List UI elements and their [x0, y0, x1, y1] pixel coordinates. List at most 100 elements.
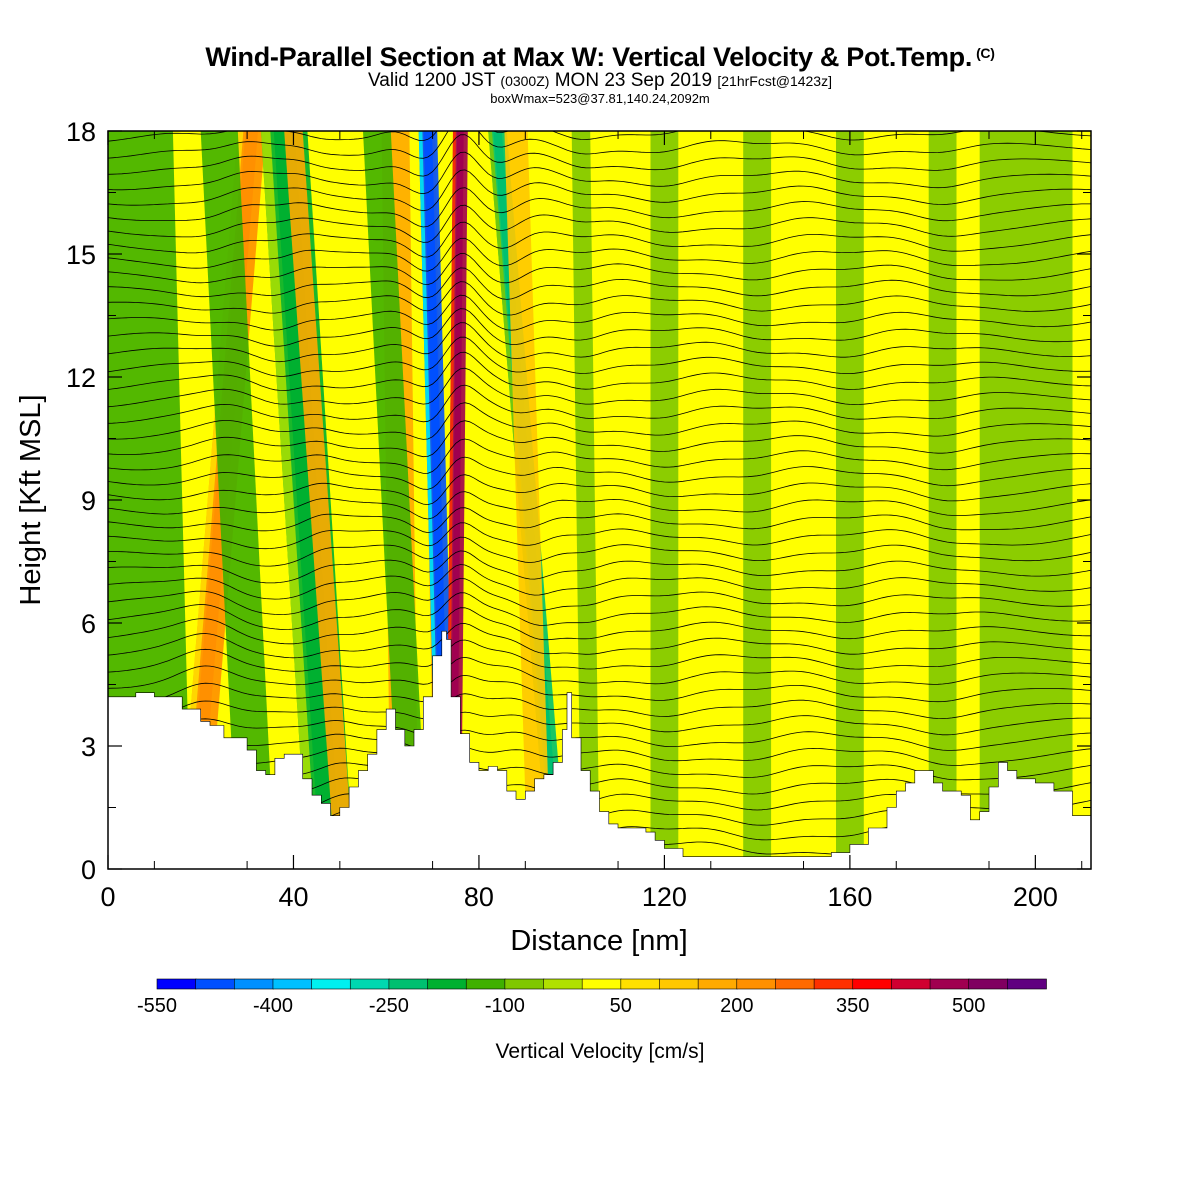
y-axis-label: Height [Kft MSL]: [15, 394, 47, 605]
colorbar-swatch: [543, 978, 583, 990]
colorbar-swatch: [891, 978, 931, 990]
colorbar-tick-label: 500: [952, 995, 985, 1017]
isentrope-line: [108, 747, 1091, 766]
isentrope-line: [108, 253, 1091, 286]
y-tick-label: 3: [81, 732, 96, 762]
y-tick-label: 18: [66, 117, 96, 147]
valid-time: Valid 1200 JST (0300Z) MON 23 Sep 2019 […: [0, 70, 1200, 92]
x-tick-label: 80: [464, 882, 494, 912]
isentrope-line: [108, 507, 1091, 534]
velocity-band-7: [363, 131, 428, 869]
colorbar-swatch: [852, 978, 893, 990]
velocity-band-18: [979, 131, 1073, 869]
isentrope-line: [108, 367, 1091, 408]
isentrope-line: [108, 322, 1091, 363]
isentrope-line: [108, 187, 1091, 228]
isentrope-line: [108, 729, 1091, 752]
colorbar-tick-label: -550: [137, 995, 177, 1017]
x-tick-label: 200: [1013, 882, 1058, 912]
velocity-band-16: [836, 131, 864, 869]
isentrope-line: [108, 522, 1091, 550]
valid-date: MON 23 Sep 2019: [554, 70, 713, 91]
colorbar: -550 -400 -250 -100 50 200 350 500: [137, 978, 1047, 1017]
box-wmax-info: boxWmax=523@37.81,140.24,2092m: [490, 91, 710, 106]
colorbar-swatch: [195, 978, 236, 990]
isentrope-line: [108, 420, 1091, 458]
isentrope-line: [108, 564, 1091, 600]
velocity-band-core-10: [450, 131, 464, 869]
y-tick-label: 9: [81, 486, 96, 516]
y-tick-label: 15: [66, 240, 96, 270]
isentrope-line: [108, 281, 1091, 316]
velocity-band-13: [571, 131, 600, 869]
colorbar-tick-label: 350: [836, 995, 869, 1017]
isentrope-line: [108, 674, 1091, 705]
isentrope-line: [108, 351, 1091, 391]
colorbar-swatch: [813, 978, 854, 990]
forecast-info: [21hrFcst@1423z]: [717, 73, 832, 89]
colorbar-swatch: [775, 978, 815, 990]
colorbar-swatch: [427, 978, 468, 990]
colorbar-swatch: [349, 978, 390, 990]
velocity-band-12: [504, 131, 551, 869]
isentrope-line: [108, 577, 1091, 616]
colorbar-swatch: [659, 978, 699, 990]
isentrope-line: [108, 267, 1091, 300]
isentrope-line: [108, 169, 1091, 212]
isentrope-line: [108, 474, 1091, 506]
isentrope-line: [108, 86, 1091, 125]
y-tick-label: 6: [81, 609, 96, 639]
chart-title: Wind-Parallel Section at Max W: Vertical…: [0, 42, 1200, 73]
velocity-band-5: [284, 131, 354, 869]
colorbar-tick-label: -250: [369, 995, 409, 1017]
isentrope-line: [108, 336, 1091, 377]
isentrope-line: [108, 656, 1091, 689]
x-axis-label: Distance [nm]: [510, 925, 687, 957]
title-text: Wind-Parallel Section at Max W: Vertical…: [205, 42, 973, 72]
colorbar-tick-label: 200: [720, 995, 753, 1017]
y-tick-label: 12: [66, 363, 96, 393]
isentrope-line: [108, 536, 1091, 567]
velocity-band-15: [743, 131, 772, 869]
valid-zulu: (0300Z): [500, 73, 550, 89]
colorbar-label: Vertical Velocity [cm/s]: [496, 1040, 705, 1063]
isentrope-line: [108, 384, 1091, 424]
isentrope-line: [108, 693, 1091, 720]
isentrope-line: [108, 221, 1091, 258]
colorbar-swatch: [968, 978, 1009, 990]
isentrope-line: [108, 131, 1091, 142]
colorbar-swatch: [697, 978, 738, 990]
colorbar-swatch: [272, 978, 313, 990]
y-tick-label: 0: [81, 855, 96, 885]
isentrope-line: [108, 308, 1091, 347]
colorbar-swatch: [929, 978, 970, 990]
colorbar-tick-label: 50: [610, 995, 632, 1017]
isentrope-line: [108, 237, 1091, 272]
isentrope-line: [108, 134, 1091, 177]
isentrope-line: [108, 607, 1091, 645]
colorbar-tick-label: -400: [253, 995, 293, 1017]
isentrope-line: [108, 151, 1091, 195]
isentrope-line: [108, 402, 1091, 440]
velocity-band-1: [108, 131, 192, 869]
colorbar-swatch: [465, 978, 506, 990]
colorbar-swatch: [581, 978, 622, 990]
isentrope-line: [108, 456, 1091, 490]
isentrope-line: [108, 623, 1091, 659]
colorbar-swatch: [311, 978, 352, 990]
colorbar-swatch: [1007, 978, 1047, 990]
isentrope-line: [108, 711, 1091, 736]
x-tick-label: 160: [827, 882, 872, 912]
terrain-area: [107, 630, 1092, 870]
x-tick-label: 0: [100, 882, 115, 912]
isentrope-line: [108, 639, 1091, 673]
colorbar-tick-label: -100: [485, 995, 525, 1017]
x-tick-label: 40: [278, 882, 308, 912]
colorbar-swatch: [504, 978, 545, 990]
isentrope-line: [108, 294, 1091, 331]
isentrope-line: [108, 204, 1091, 243]
isentrope-line: [108, 592, 1091, 630]
terrain-mask: [107, 630, 1092, 870]
valid-prefix: Valid 1200 JST: [368, 70, 496, 91]
